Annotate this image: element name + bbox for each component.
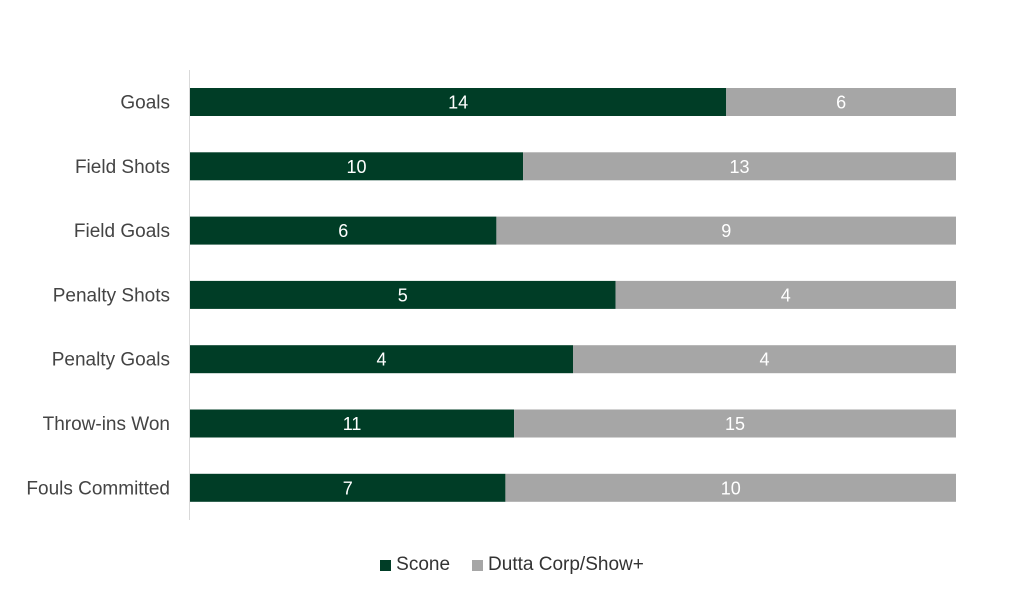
- data-label-dutta-corp-show-fouls-committed: 10: [721, 478, 741, 498]
- legend-swatch-scone: [380, 559, 392, 571]
- data-label-dutta-corp-show-penalty-goals: 4: [759, 350, 769, 370]
- category-label-field-goals: Field Goals: [74, 221, 170, 242]
- bar-scone-goals: [190, 88, 727, 116]
- category-label-throw-ins-won: Throw-ins Won: [43, 414, 170, 435]
- bar-scone-throw-ins-won: [190, 409, 515, 438]
- data-label-scone-field-shots: 10: [347, 157, 367, 177]
- legend-label-dutta: Dutta Corp/Show+: [488, 554, 644, 575]
- legend-item-scone: Scone: [380, 554, 450, 576]
- data-label-scone-throw-ins-won: 11: [343, 414, 362, 434]
- legend-label-scone: Scone: [396, 554, 451, 575]
- bar-scone-penalty-shots: [190, 280, 616, 309]
- legend-item-dutta: Dutta Corp/Show+: [472, 554, 644, 576]
- bar-dutta-corp-show-goals: [726, 88, 956, 116]
- bar-dutta-corp-show-fouls-committed: [505, 473, 956, 502]
- bars-layer: 14 6 10 13 6 9 5 4 4 4 11 15 7 10: [190, 88, 956, 502]
- data-label-dutta-corp-show-throw-ins-won: 15: [725, 414, 745, 434]
- bar-scone-field-shots: [190, 152, 524, 181]
- data-label-scone-penalty-shots: 5: [398, 285, 408, 305]
- bar-scone-fouls-committed: [190, 473, 506, 502]
- bar-dutta-corp-show-field-shots: [523, 152, 956, 181]
- data-label-scone-goals: 14: [448, 93, 468, 113]
- data-label-dutta-corp-show-field-shots: 13: [730, 157, 750, 177]
- bar-dutta-corp-show-penalty-shots: [615, 280, 956, 309]
- data-label-scone-field-goals: 6: [338, 221, 348, 241]
- legend-swatch-dutta: [472, 559, 484, 571]
- category-label-penalty-shots: Penalty Shots: [53, 285, 170, 306]
- category-label-goals: Goals: [120, 93, 170, 114]
- bar-dutta-corp-show-penalty-goals: [573, 345, 956, 374]
- bar-dutta-corp-show-throw-ins-won: [514, 409, 956, 438]
- data-label-dutta-corp-show-field-goals: 9: [721, 221, 731, 241]
- category-labels-layer: Goals Field Shots Field Goals Penalty Shots…: [26, 93, 170, 500]
- bar-scone-penalty-goals: [190, 345, 573, 374]
- category-label-fouls-committed: Fouls Committed: [26, 478, 170, 499]
- bar-scone-field-goals: [190, 216, 497, 245]
- data-label-scone-penalty-goals: 4: [376, 350, 386, 370]
- bar-dutta-corp-show-field-goals: [496, 216, 956, 245]
- legend: Scone Dutta Corp/Show+: [0, 554, 1024, 576]
- category-label-field-shots: Field Shots: [75, 157, 170, 178]
- data-label-dutta-corp-show-goals: 6: [836, 93, 846, 113]
- category-label-penalty-goals: Penalty Goals: [52, 350, 170, 371]
- data-label-dutta-corp-show-penalty-shots: 4: [781, 285, 791, 305]
- data-label-scone-fouls-committed: 7: [343, 478, 353, 498]
